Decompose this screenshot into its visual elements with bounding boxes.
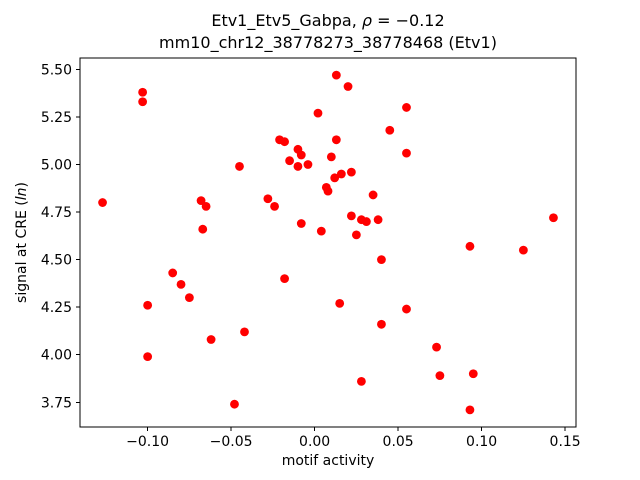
- data-point: [296, 150, 306, 160]
- data-point: [143, 300, 153, 310]
- chart-title-rho: ρ: [361, 11, 373, 30]
- data-point: [143, 352, 153, 362]
- y-tick-label: 4.50: [41, 253, 72, 269]
- chart-title: Etv1_Etv5_Gabpa, ρ = −0.12: [80, 10, 576, 32]
- axes-spines: [79, 57, 577, 428]
- data-point: [303, 160, 313, 169]
- data-point: [385, 125, 395, 135]
- data-point: [357, 376, 366, 386]
- x-tick-label: 0.10: [466, 434, 497, 450]
- data-point: [331, 135, 341, 145]
- data-point: [351, 230, 361, 240]
- data-point: [198, 224, 208, 234]
- x-tick-label: 0.00: [299, 434, 330, 450]
- data-point: [176, 279, 186, 289]
- data-point: [331, 70, 341, 80]
- y-tick-label: 5.25: [41, 110, 72, 126]
- data-point: [346, 211, 356, 221]
- data-point: [280, 137, 289, 147]
- data-point: [432, 342, 441, 352]
- data-point: [465, 405, 475, 415]
- y-tick-label: 4.75: [41, 205, 72, 221]
- data-point: [98, 198, 107, 207]
- y-tick-label: 4.25: [41, 300, 72, 316]
- data-point: [230, 399, 239, 409]
- data-point: [263, 194, 273, 204]
- data-point: [313, 108, 323, 118]
- y-tick-label: 5.50: [41, 62, 72, 78]
- data-point: [377, 319, 386, 329]
- data-point: [296, 219, 306, 228]
- data-point: [168, 268, 178, 278]
- data-point: [138, 97, 148, 107]
- data-point: [343, 82, 353, 91]
- chart-title-block: Etv1_Etv5_Gabpa, ρ = −0.12 mm10_chr12_38…: [80, 10, 576, 54]
- data-point: [336, 169, 346, 179]
- x-tick-label: 0.15: [550, 434, 581, 450]
- data-point: [316, 226, 326, 236]
- data-point: [373, 215, 383, 225]
- data-point: [402, 304, 411, 314]
- x-axis-label: motif activity: [282, 453, 375, 469]
- data-point: [402, 148, 411, 158]
- data-point: [368, 190, 378, 200]
- data-point: [518, 245, 528, 255]
- data-point: [465, 241, 475, 251]
- data-point: [206, 335, 216, 344]
- chart-subtitle: mm10_chr12_38778273_38778468 (Etv1): [159, 33, 497, 52]
- data-point: [435, 371, 445, 381]
- data-point: [549, 213, 558, 223]
- x-tick-label: 0.05: [383, 434, 414, 450]
- data-point: [346, 167, 356, 177]
- data-point: [362, 217, 371, 226]
- data-point: [280, 274, 289, 284]
- data-point: [285, 156, 294, 166]
- chart-title-prefix: Etv1_Etv5_Gabpa,: [211, 11, 362, 30]
- data-point: [235, 162, 244, 171]
- data-point: [201, 201, 211, 211]
- data-point: [196, 196, 206, 206]
- data-point: [138, 87, 148, 97]
- data-point: [330, 173, 340, 183]
- data-point: [293, 162, 303, 171]
- x-tick-label: −0.05: [210, 434, 253, 450]
- y-tick-label: 3.75: [41, 395, 72, 411]
- data-point: [335, 298, 345, 308]
- data-point: [240, 327, 249, 337]
- y-tick-label: 5.00: [41, 158, 72, 174]
- x-tick-label: −0.10: [126, 434, 169, 450]
- data-point: [402, 103, 411, 112]
- data-point: [377, 255, 386, 265]
- data-point: [184, 293, 194, 303]
- y-axis-label: signal at CRE (ln): [14, 182, 30, 303]
- chart-title-suffix: = −0.12: [372, 11, 445, 30]
- data-point: [468, 369, 478, 379]
- data-point: [323, 186, 333, 196]
- y-tick-label: 4.00: [41, 348, 72, 364]
- data-point: [326, 152, 336, 162]
- data-point: [270, 201, 279, 211]
